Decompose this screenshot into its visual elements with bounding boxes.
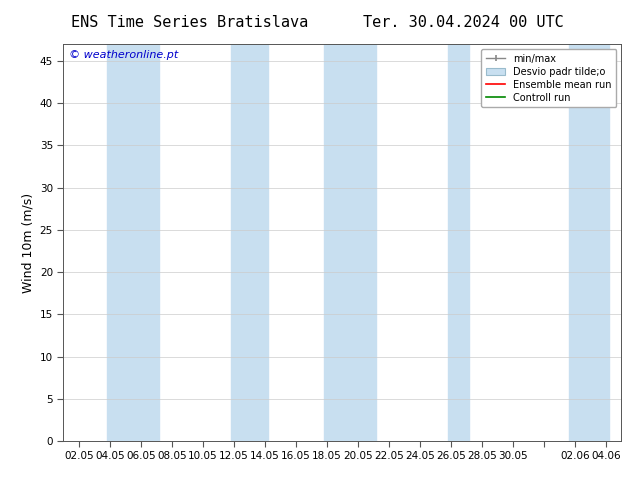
Bar bbox=[448, 44, 469, 441]
Bar bbox=[324, 44, 377, 441]
Text: © weatheronline.pt: © weatheronline.pt bbox=[69, 50, 178, 60]
Legend: min/max, Desvio padr tilde;o, Ensemble mean run, Controll run: min/max, Desvio padr tilde;o, Ensemble m… bbox=[481, 49, 616, 107]
Bar bbox=[107, 44, 160, 441]
Bar bbox=[569, 44, 609, 441]
Bar bbox=[231, 44, 268, 441]
Y-axis label: Wind 10m (m/s): Wind 10m (m/s) bbox=[21, 193, 34, 293]
Text: ENS Time Series Bratislava      Ter. 30.04.2024 00 UTC: ENS Time Series Bratislava Ter. 30.04.20… bbox=[70, 15, 564, 30]
